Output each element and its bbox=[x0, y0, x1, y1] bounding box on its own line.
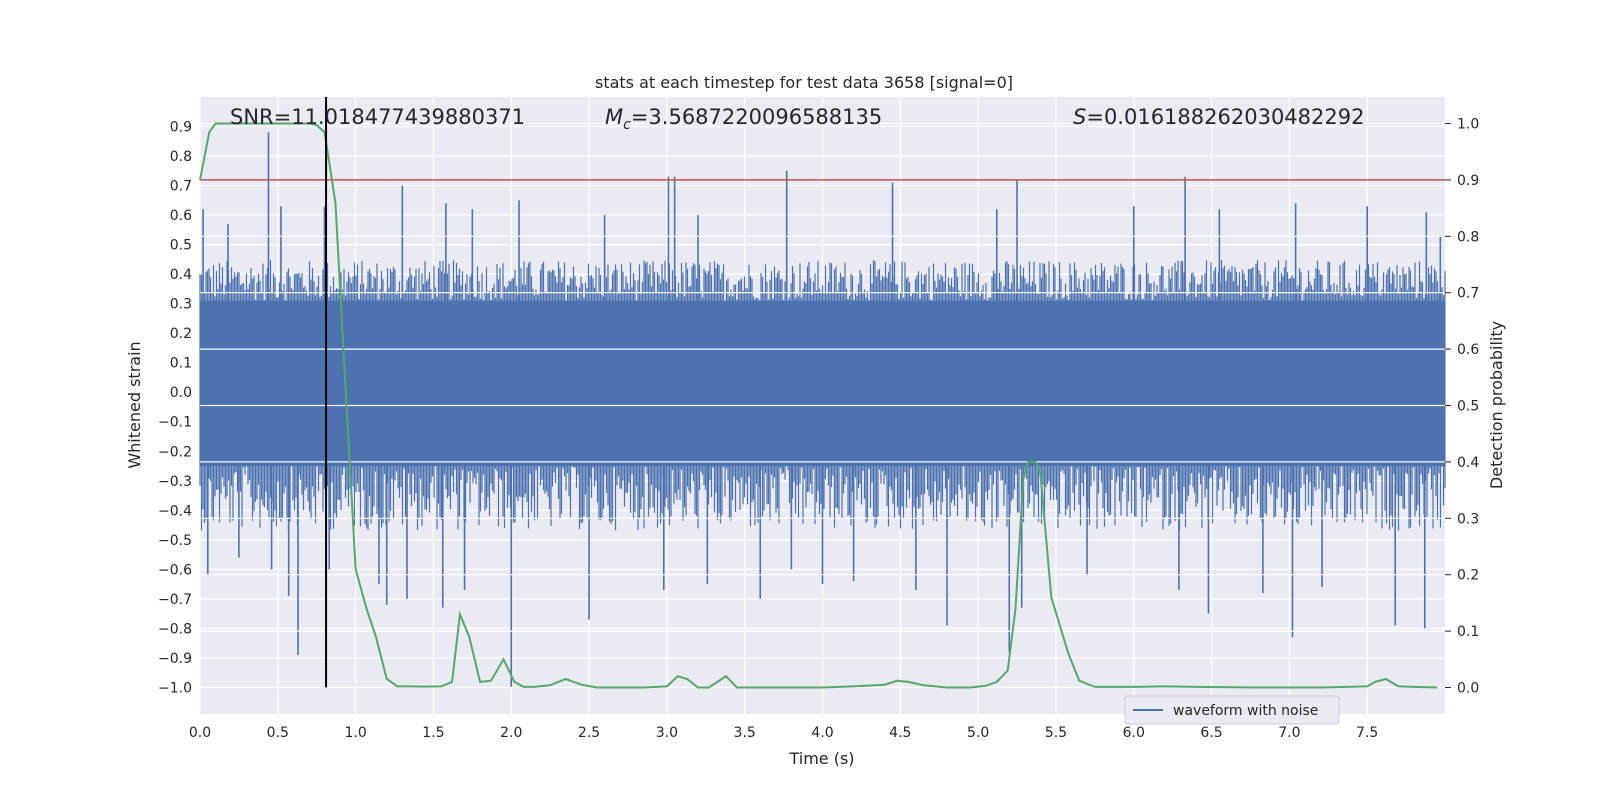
y2-tick-label: 0.3 bbox=[1457, 511, 1479, 527]
y-tick-label: 0.9 bbox=[170, 120, 192, 136]
waveform-series bbox=[199, 132, 1446, 688]
x-tick-label: 7.0 bbox=[1278, 725, 1300, 741]
y2-tick-label: 0.8 bbox=[1457, 229, 1479, 245]
y2-tick-label: 0.2 bbox=[1457, 568, 1479, 584]
s-annotation: S=0.016188262030482292 bbox=[1073, 105, 1364, 129]
legend-box bbox=[1124, 695, 1340, 725]
y-tick-label: 0.1 bbox=[170, 356, 192, 372]
y2-tick-label: 0.5 bbox=[1457, 399, 1479, 415]
y2-tick-label: 1.0 bbox=[1457, 117, 1479, 133]
y-tick-label: −0.6 bbox=[158, 562, 192, 578]
y-tick-label: −0.5 bbox=[158, 533, 192, 549]
y2-tick-label: 0.7 bbox=[1457, 286, 1479, 302]
y-tick-label: −0.2 bbox=[158, 444, 192, 460]
y-tick-label: 0.5 bbox=[170, 238, 192, 254]
x-tick-label: 3.5 bbox=[734, 725, 756, 741]
x-axis: 0.0 0.5 1.0 1.5 2.0 2.5 3.0 3.5 4.0 4.5 5.0 5.5 6.0 6… bbox=[189, 725, 1378, 741]
y-tick-label: −0.1 bbox=[158, 415, 192, 431]
x-tick-label: 3.0 bbox=[656, 725, 678, 741]
y-tick-label: −1.0 bbox=[158, 680, 192, 696]
x-axis-label: Time (s) bbox=[788, 749, 854, 768]
y-tick-label: −0.9 bbox=[158, 651, 192, 667]
x-tick-label: 0.5 bbox=[267, 725, 289, 741]
y-axis-label: Whitened strain bbox=[125, 341, 144, 468]
y-tick-label: 0.2 bbox=[170, 326, 192, 342]
x-tick-label: 1.5 bbox=[422, 725, 444, 741]
detection-probability-line bbox=[199, 122, 1438, 689]
waveform-noise bbox=[199, 260, 1446, 531]
y2-tick-label: 0.1 bbox=[1457, 624, 1479, 640]
y2-tick-label: 0.4 bbox=[1457, 455, 1479, 471]
legend: waveform with noise bbox=[1124, 695, 1340, 725]
y2-axis-label: Detection probability bbox=[1487, 321, 1506, 489]
x-tick-label: 6.5 bbox=[1200, 725, 1222, 741]
y-tick-label: −0.8 bbox=[158, 621, 192, 637]
x-tick-label: 4.0 bbox=[811, 725, 833, 741]
y-tick-label: −0.4 bbox=[158, 503, 192, 519]
y-tick-label: 0.0 bbox=[170, 385, 192, 401]
y-axis-left: 0.9 0.8 0.7 0.6 0.5 0.4 0.3 0.2 0.1 0.0 −0.1 −0.2 −0… bbox=[158, 120, 192, 697]
chirp-mass-annotation: Mc=3.5687220096588135 bbox=[605, 105, 882, 133]
y2-tick-label: 0.6 bbox=[1457, 342, 1479, 358]
y-tick-label: 0.4 bbox=[170, 267, 192, 283]
y-tick-label: 0.6 bbox=[170, 208, 192, 224]
y-tick-label: −0.3 bbox=[158, 474, 192, 490]
y-axis-right: 1.0 0.9 0.8 0.7 0.6 0.5 0.4 0.3 0.2 0.1 0.0 bbox=[1445, 117, 1479, 696]
x-tick-label: 7.5 bbox=[1356, 725, 1378, 741]
y-tick-label: 0.8 bbox=[170, 149, 192, 165]
y-tick-label: 0.7 bbox=[170, 179, 192, 195]
x-tick-label: 6.0 bbox=[1123, 725, 1145, 741]
x-tick-label: 2.0 bbox=[500, 725, 522, 741]
y-tick-label: −0.7 bbox=[158, 592, 192, 608]
x-tick-label: 5.5 bbox=[1045, 725, 1067, 741]
y-tick-label: 0.3 bbox=[170, 297, 192, 313]
y2-tick-label: 0.0 bbox=[1457, 680, 1479, 696]
plot-area: SNR=11.018477439880371 Mc=3.568722009658… bbox=[199, 97, 1446, 714]
x-tick-label: 0.0 bbox=[189, 725, 211, 741]
chart-title: stats at each timestep for test data 365… bbox=[595, 73, 1013, 92]
legend-waveform-label: waveform with noise bbox=[1173, 703, 1318, 719]
x-tick-label: 2.5 bbox=[578, 725, 600, 741]
snr-annotation: SNR=11.018477439880371 bbox=[230, 105, 525, 129]
x-tick-label: 4.5 bbox=[889, 725, 911, 741]
y2-tick-label: 0.9 bbox=[1457, 173, 1479, 189]
x-tick-label: 1.0 bbox=[344, 725, 366, 741]
x-tick-label: 5.0 bbox=[967, 725, 989, 741]
